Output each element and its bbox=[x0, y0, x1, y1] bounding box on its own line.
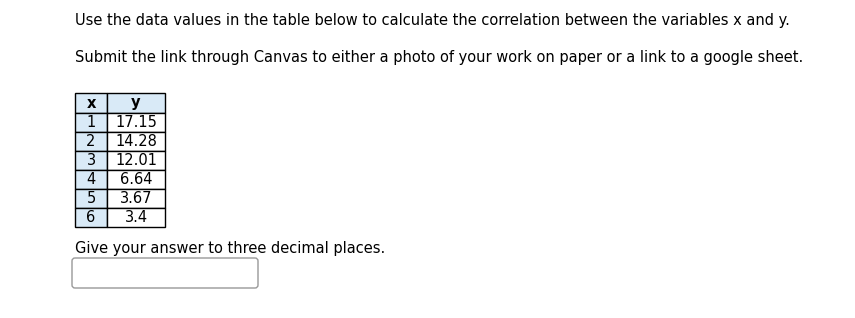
Text: 6: 6 bbox=[86, 210, 96, 225]
Text: Submit the link through Canvas to either a photo of your work on paper or a link: Submit the link through Canvas to either… bbox=[75, 50, 803, 65]
Text: 5: 5 bbox=[86, 191, 96, 206]
Text: 17.15: 17.15 bbox=[115, 115, 157, 130]
Text: 2: 2 bbox=[86, 134, 96, 149]
Bar bbox=[75, 93, 107, 113]
Bar bbox=[75, 170, 107, 189]
Text: 14.28: 14.28 bbox=[115, 134, 157, 149]
Text: x: x bbox=[86, 95, 96, 110]
Text: 3.67: 3.67 bbox=[120, 191, 152, 206]
Text: Give your answer to three decimal places.: Give your answer to three decimal places… bbox=[75, 241, 386, 256]
Bar bbox=[107, 170, 165, 189]
Text: 1: 1 bbox=[86, 115, 96, 130]
Bar bbox=[107, 93, 165, 113]
Text: 3.4: 3.4 bbox=[125, 210, 148, 225]
Bar bbox=[107, 151, 165, 170]
Text: 12.01: 12.01 bbox=[115, 153, 157, 168]
Bar bbox=[107, 208, 165, 227]
Text: Use the data values in the table below to calculate the correlation between the : Use the data values in the table below t… bbox=[75, 13, 790, 28]
Text: 6.64: 6.64 bbox=[120, 172, 152, 187]
Bar bbox=[75, 189, 107, 208]
Text: y: y bbox=[132, 95, 141, 110]
FancyBboxPatch shape bbox=[72, 258, 258, 288]
Text: 4: 4 bbox=[86, 172, 96, 187]
Bar bbox=[75, 132, 107, 151]
Bar bbox=[75, 208, 107, 227]
Bar bbox=[107, 132, 165, 151]
Bar bbox=[107, 189, 165, 208]
Bar bbox=[107, 113, 165, 132]
Bar bbox=[75, 151, 107, 170]
Bar bbox=[75, 113, 107, 132]
Text: 3: 3 bbox=[86, 153, 96, 168]
